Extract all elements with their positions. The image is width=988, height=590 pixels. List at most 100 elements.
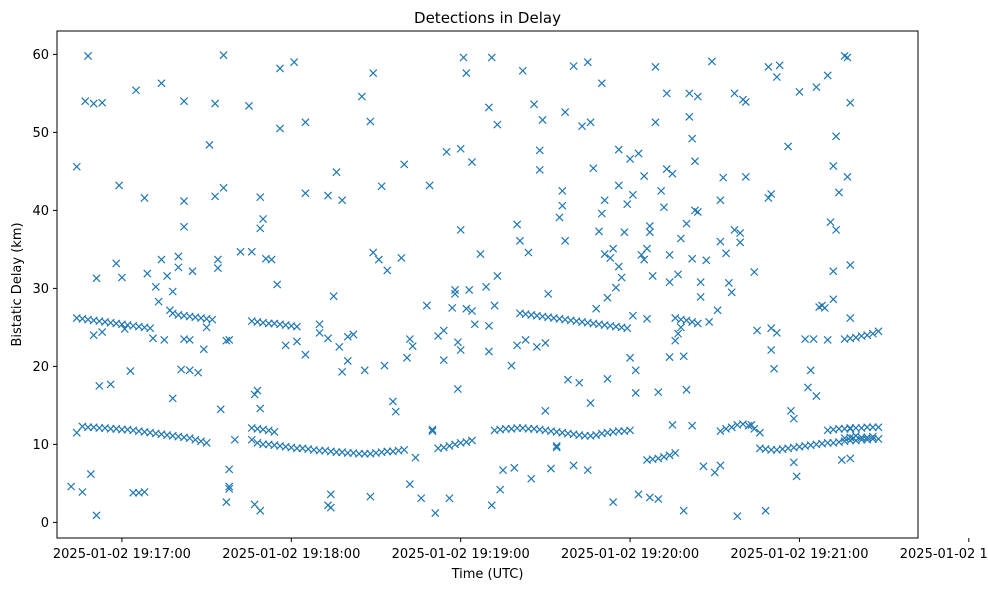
data-point — [846, 98, 855, 107]
data-point — [157, 255, 166, 264]
data-point — [761, 506, 770, 515]
data-point — [671, 448, 680, 458]
data-point — [448, 303, 457, 312]
data-point — [730, 89, 739, 98]
data-point — [812, 392, 821, 401]
data-point — [538, 115, 547, 124]
data-point — [750, 267, 759, 277]
data-point — [603, 374, 612, 383]
data-point — [465, 285, 474, 294]
data-point — [693, 319, 702, 328]
data-point — [679, 506, 688, 515]
data-point — [487, 501, 496, 510]
data-point — [160, 335, 169, 344]
data-point — [688, 317, 697, 326]
chart-title: Detections in Delay — [414, 9, 561, 27]
data-point — [863, 331, 872, 340]
data-point — [770, 364, 779, 373]
data-point — [834, 188, 843, 197]
data-point — [81, 97, 90, 106]
data-point — [439, 356, 448, 365]
x-tick-label: 2025-01-02 19:21:00 — [730, 547, 868, 562]
data-point — [397, 253, 406, 263]
data-point — [117, 273, 126, 282]
data-point — [369, 69, 378, 78]
x-axis-label: Time (UTC) — [451, 567, 524, 582]
data-point — [451, 440, 460, 449]
data-point — [736, 228, 745, 238]
data-point — [744, 421, 753, 430]
x-tick-label: 2025-01-02 19:20:00 — [561, 547, 699, 562]
data-point — [823, 335, 832, 344]
data-point — [400, 160, 409, 169]
data-point — [487, 53, 496, 62]
data-point — [600, 196, 609, 205]
data-point — [682, 219, 691, 228]
data-point — [767, 345, 776, 355]
data-point — [323, 191, 333, 200]
data-point — [623, 324, 632, 333]
data-point — [640, 255, 649, 264]
data-point — [722, 249, 731, 258]
data-point — [411, 453, 420, 462]
data-point — [180, 222, 189, 231]
data-point — [301, 350, 310, 359]
data-point — [140, 487, 149, 497]
y-tick-label: 10 — [32, 438, 49, 453]
data-point — [326, 490, 335, 499]
data-point — [453, 384, 462, 394]
data-point — [180, 97, 189, 106]
data-point — [213, 264, 222, 273]
data-point — [645, 221, 654, 231]
data-point — [185, 335, 194, 344]
data-point — [741, 97, 750, 107]
data-point — [665, 451, 674, 460]
data-point — [789, 458, 798, 467]
data-point — [640, 172, 649, 181]
data-point — [513, 220, 522, 229]
data-point — [222, 336, 231, 345]
data-point — [222, 498, 231, 507]
data-point — [219, 51, 228, 60]
data-point — [693, 92, 702, 101]
data-point — [275, 64, 285, 73]
data-point — [349, 330, 358, 339]
data-point — [335, 342, 344, 351]
data-point — [682, 316, 691, 325]
data-point — [665, 353, 674, 362]
y-axis-label: Bistatic Delay (km) — [10, 222, 25, 346]
data-point — [659, 452, 668, 461]
data-point — [256, 404, 265, 413]
data-point — [645, 228, 654, 237]
data-point — [89, 331, 98, 340]
data-point — [315, 328, 324, 337]
data-point — [626, 154, 635, 163]
data-point — [578, 122, 587, 131]
data-point — [546, 464, 556, 473]
data-point — [400, 445, 409, 454]
data-point — [315, 320, 324, 329]
data-point — [168, 287, 177, 296]
data-point — [676, 234, 685, 243]
data-point — [552, 443, 561, 452]
data-point — [772, 72, 781, 82]
data-point — [812, 83, 821, 92]
data-point — [623, 200, 632, 209]
data-point — [617, 273, 626, 282]
y-tick-label: 30 — [32, 282, 49, 297]
data-point — [699, 462, 708, 471]
data-point — [451, 289, 460, 298]
data-point — [256, 506, 265, 515]
data-point — [552, 441, 561, 450]
data-point — [326, 503, 335, 512]
data-point — [92, 274, 101, 283]
data-point — [820, 303, 829, 312]
data-point — [185, 366, 194, 375]
data-point — [614, 181, 623, 190]
data-point — [490, 301, 499, 310]
data-point — [609, 498, 618, 507]
data-point — [360, 366, 369, 375]
data-point — [84, 51, 93, 60]
data-point — [645, 493, 654, 502]
